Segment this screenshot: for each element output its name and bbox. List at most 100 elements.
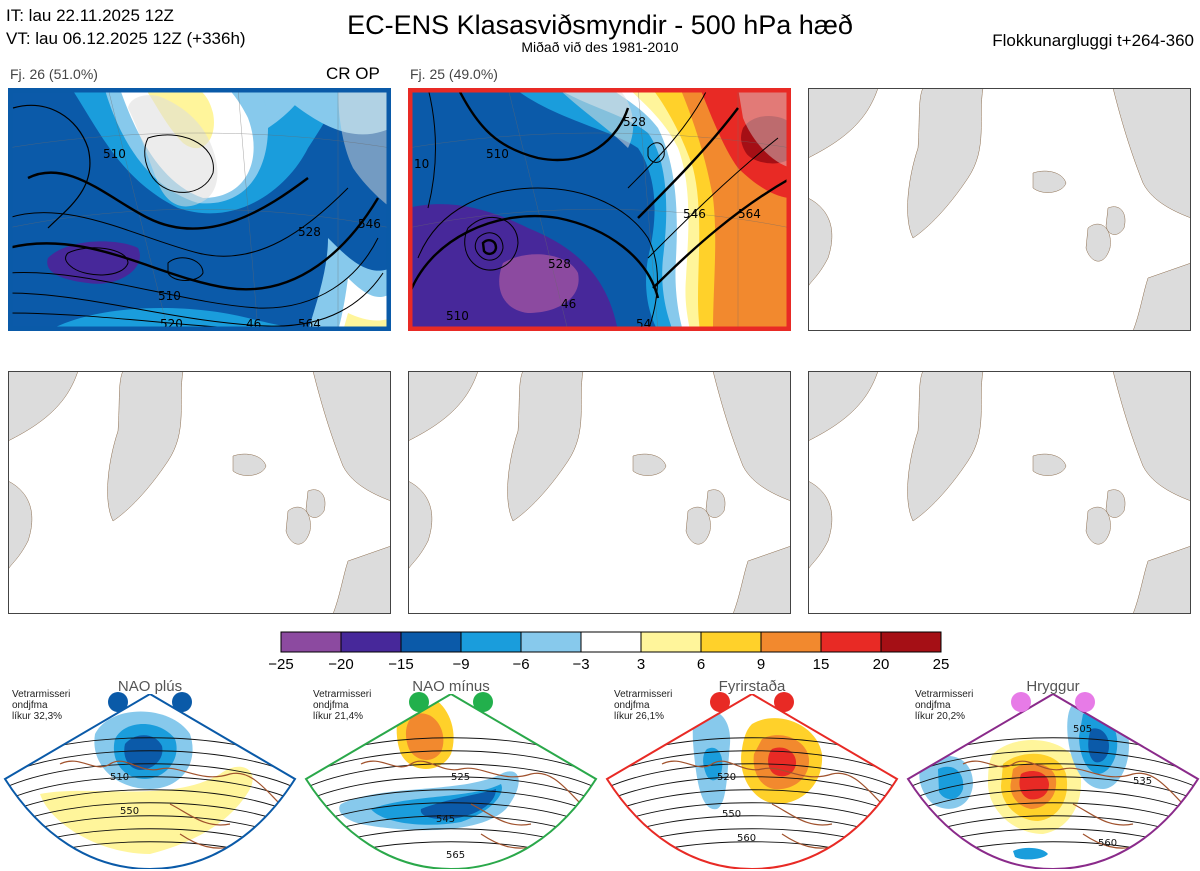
contour-label: 550 (120, 806, 139, 817)
issue-time: IT: lau 22.11.2025 12Z (6, 6, 174, 25)
anomaly-area (1013, 847, 1048, 860)
anomaly-area (1019, 771, 1049, 800)
cluster-2-label: Fj. 25 (49.0%) (410, 66, 498, 82)
contour-label: 505 (1073, 724, 1092, 735)
colorbar-tick: −25 (268, 656, 294, 673)
regime-map: 510 550 (3, 694, 297, 869)
anomaly-area (1088, 728, 1109, 763)
height-contour (908, 841, 1198, 869)
landmass (808, 197, 833, 289)
cluster-1-label: Fj. 26 (51.0%) (10, 66, 98, 82)
landmass (808, 480, 833, 572)
colorbar-tick: −3 (572, 656, 590, 673)
page-title: EC-ENS Klasasviðsmyndir - 500 hPa hæð (347, 10, 853, 40)
anomaly-area (420, 789, 496, 820)
contour-label: 546 (683, 207, 706, 221)
colorbar-swatch (580, 631, 642, 653)
empty-map-3 (808, 88, 1191, 331)
regime-map: 520 550 560 (605, 694, 899, 869)
contour-label: 528 (298, 225, 321, 239)
height-contour (306, 776, 596, 804)
regime-marker-dot (774, 692, 794, 712)
landmass (8, 371, 79, 442)
landmass (1105, 489, 1126, 518)
landmass (685, 506, 711, 545)
height-contour (5, 789, 295, 817)
landmass (232, 453, 267, 476)
colorbar-tick: 25 (932, 656, 950, 673)
contour-label: 510 (110, 772, 129, 783)
regime-frame (906, 694, 1200, 869)
landmass (808, 371, 879, 442)
contour-label: 510 (103, 147, 126, 161)
landmass (907, 88, 984, 239)
landmass (1085, 506, 1111, 545)
clustering-window: Flokkunargluggi t+264-360 (992, 31, 1194, 50)
colorbar-swatch (820, 631, 882, 653)
landmass (1032, 453, 1067, 476)
landmass (8, 480, 33, 572)
height-contour (306, 763, 596, 791)
height-contour (607, 841, 897, 869)
colorbar-swatch (640, 631, 702, 653)
height-contour (5, 776, 295, 804)
landmass (1105, 206, 1126, 235)
contour-label: 510 (446, 309, 469, 323)
contour-label: 564 (738, 207, 761, 221)
height-contour (5, 750, 295, 778)
height-contour (607, 763, 897, 791)
contour-label: 528 (548, 257, 571, 271)
landmass (632, 453, 667, 476)
colorbar-tick: −15 (388, 656, 414, 673)
colorbar-swatch (700, 631, 762, 653)
colorbar-swatch (760, 631, 822, 653)
map-frame (8, 371, 391, 614)
height-contour (607, 776, 897, 804)
regime-name: Fyrirstaða (718, 678, 786, 695)
height-contour (5, 763, 295, 791)
landmass (1112, 371, 1191, 502)
regime-marker-dot (1075, 692, 1095, 712)
anomaly-area (938, 766, 964, 800)
height-contour (908, 763, 1198, 791)
contour-label: 546 (358, 217, 381, 231)
colorbar-tick: −20 (328, 656, 354, 673)
landmass (305, 489, 326, 518)
landmass (712, 371, 791, 502)
landmass (1112, 88, 1191, 219)
landmass (332, 545, 391, 614)
regime-marker-dot (409, 692, 429, 712)
height-contour (908, 789, 1198, 817)
regime-map: 525 545 565 (304, 694, 598, 869)
landmass (107, 371, 184, 522)
landmass (808, 88, 879, 159)
cluster-1-tag: CR OP (326, 64, 380, 83)
map-frame (808, 88, 1191, 331)
colorbar-tick: −9 (452, 656, 470, 673)
height-contour (607, 789, 897, 817)
cluster-1-map: 510 528 546 510 520 46 564 (8, 88, 391, 331)
colorbar-tick: 15 (812, 656, 830, 673)
regime-frame (605, 694, 899, 869)
contour-label: 46 (561, 297, 576, 311)
contour-label: 535 (1133, 776, 1152, 787)
regime-name: NAO plús (117, 678, 183, 695)
empty-map-5 (408, 371, 791, 614)
empty-map-4 (8, 371, 391, 614)
anomaly-area (405, 713, 444, 760)
regime-probability-note: Vetrarmisseri ondjfma líkur 26,1% (614, 689, 673, 722)
height-contour (908, 750, 1198, 778)
height-contour (607, 750, 897, 778)
regime-probability-note: Vetrarmisseri ondjfma líkur 20,2% (915, 689, 974, 722)
cluster-2-map: 510 528 546 564 10 528 46 510 54 (408, 88, 791, 331)
height-contour (908, 776, 1198, 804)
contour-label: 10 (414, 157, 429, 171)
colorbar-swatch (280, 631, 342, 653)
colorbar-swatch (880, 631, 942, 653)
anomaly-area (40, 766, 253, 854)
colorbar (280, 631, 942, 653)
colorbar-swatch (520, 631, 582, 653)
landmass (1085, 223, 1111, 262)
colorbar-tick: 3 (636, 656, 646, 673)
landmass (408, 480, 433, 572)
